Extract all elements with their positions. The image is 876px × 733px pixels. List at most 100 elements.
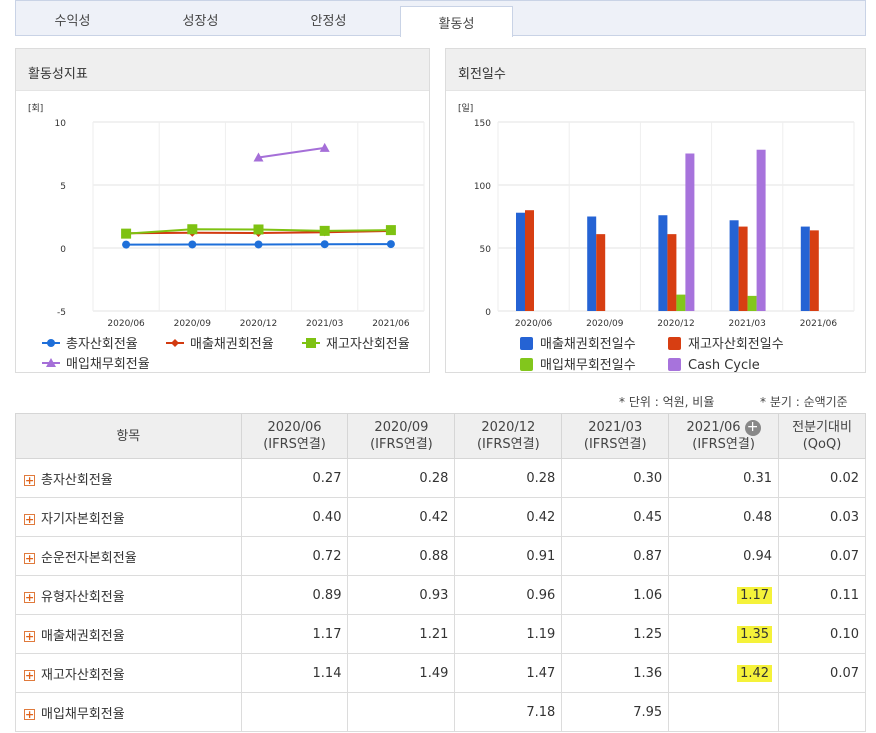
cell-value: 0.87 (561, 536, 670, 576)
cell-value: 0.40 (240, 497, 349, 537)
bar (800, 226, 810, 311)
cell-value: 1.49 (347, 653, 456, 693)
legend-marker (47, 339, 55, 347)
row-label[interactable]: + 순운전자본회전율 (15, 536, 242, 576)
bar (658, 215, 668, 311)
row-label[interactable]: + 유형자산회전율 (15, 575, 242, 615)
expand-plus-icon[interactable]: + (24, 551, 35, 565)
data-point (319, 142, 330, 152)
table-row: + 유형자산회전율 0.89 0.93 0.96 1.06 1.17 0.11 (15, 575, 866, 615)
cell-value: 0.96 (454, 575, 563, 615)
expand-plus-icon[interactable]: + (24, 512, 35, 526)
data-point (320, 240, 329, 249)
data-point (121, 228, 132, 239)
y-tick-label: 100 (474, 182, 491, 192)
legend-swatch (668, 358, 681, 371)
data-point (188, 240, 197, 249)
x-tick-label: 2020/06 (107, 319, 145, 329)
cell-value: 1.47 (454, 653, 563, 693)
legend-marker (306, 338, 316, 348)
row-label[interactable]: + 자기자본회전율 (15, 497, 242, 537)
y-unit-label: [일] (458, 103, 473, 114)
y-tick-label: 10 (55, 119, 67, 129)
tab-activity[interactable]: 활동성 (400, 6, 513, 37)
tab-growth[interactable]: 성장성 (182, 13, 219, 29)
legend-label: 총자산회전율 (66, 337, 138, 352)
legend-marker (46, 358, 56, 367)
cell-qoq: 0.11 (778, 575, 866, 615)
x-tick-label: 2021/03 (306, 319, 343, 329)
header-period: 2020/06 (IFRS연결) (240, 413, 349, 459)
header-item: 항목 (15, 413, 242, 459)
bar (685, 153, 695, 311)
bar (747, 295, 757, 311)
cell-value: 1.42 (668, 653, 780, 693)
row-label[interactable]: + 총자산회전율 (15, 458, 242, 498)
turnover-days-panel: 회전일수 [일] 150 100 50 0 2020/06 2020/09 2020/12 20… (445, 48, 866, 373)
tab-stability[interactable]: 안정성 (310, 13, 347, 29)
cell-value: 1.14 (240, 653, 349, 693)
activity-panel-title: 활동성지표 (16, 49, 429, 91)
bar (809, 230, 819, 311)
row-label[interactable]: + 매출채권회전율 (15, 614, 242, 654)
x-tick-label: 2021/03 (729, 319, 766, 329)
bar (525, 210, 534, 311)
cell-value: 1.17 (240, 614, 349, 654)
cell-value (240, 692, 349, 732)
cell-value: 1.36 (561, 653, 670, 693)
expand-plus-icon[interactable]: + (24, 473, 35, 487)
x-tick-label: 2020/09 (174, 319, 212, 329)
expand-plus-icon[interactable]: + (24, 629, 35, 643)
legend-label: 매입채무회전일수 (540, 358, 636, 372)
bar (738, 226, 748, 311)
cell-value: 1.17 (668, 575, 780, 615)
bar (596, 234, 606, 311)
tab-bar: 수익성 성장성 안정성 활동성 (15, 0, 866, 37)
legend-swatch (668, 337, 681, 350)
x-tick-label: 2020/12 (240, 319, 277, 329)
activity-table: 항목 2020/06 (IFRS연결) 2020/09 (IFRS연결) 2020/… (15, 413, 866, 732)
cell-value: 0.27 (240, 458, 349, 498)
turnover-panel-title: 회전일수 (446, 49, 865, 91)
cell-value: 0.42 (454, 497, 563, 537)
series-line (258, 146, 325, 159)
cell-value: 1.35 (668, 614, 780, 654)
cell-value: 0.30 (561, 458, 670, 498)
cell-value: 0.91 (454, 536, 563, 576)
expand-plus-icon[interactable]: + (24, 707, 35, 721)
cell-value: 0.28 (347, 458, 456, 498)
legend-label: 매출채권회전일수 (540, 337, 636, 352)
y-tick-label: 50 (480, 245, 492, 255)
legend-marker (171, 339, 179, 347)
cell-value: 0.72 (240, 536, 349, 576)
data-point (122, 240, 131, 249)
cell-value: 0.88 (347, 536, 456, 576)
row-label[interactable]: + 매입채무회전율 (15, 692, 242, 732)
header-period: 2021/03 (IFRS연결) (561, 413, 670, 459)
expand-plus-icon[interactable]: + (24, 668, 35, 682)
legend-label: 매입채무회전율 (66, 357, 150, 372)
add-column-icon[interactable]: + (744, 419, 761, 436)
unit-note: * 단위 : 억원, 비율 (619, 395, 715, 409)
tab-profitability[interactable]: 수익성 (54, 13, 91, 29)
row-label[interactable]: + 재고자산회전율 (15, 653, 242, 693)
bar (729, 220, 739, 311)
bar (676, 294, 686, 311)
legend-label: 재고자산회전율 (326, 337, 410, 352)
bar (587, 216, 597, 311)
bar (756, 149, 766, 311)
table-row: + 순운전자본회전율 0.72 0.88 0.91 0.87 0.94 0.07 (15, 536, 866, 576)
cell-value: 0.42 (347, 497, 456, 537)
legend-swatch (520, 337, 533, 350)
data-point (253, 152, 264, 162)
x-tick-label: 2020/06 (515, 319, 553, 329)
legend-swatch (520, 358, 533, 371)
y-unit-label: [회] (28, 103, 43, 114)
expand-plus-icon[interactable]: + (24, 590, 35, 604)
cell-value: 1.19 (454, 614, 563, 654)
x-tick-label: 2021/06 (372, 319, 410, 329)
x-tick-label: 2020/12 (657, 319, 694, 329)
data-point (319, 225, 330, 236)
cell-qoq: 0.07 (778, 653, 866, 693)
cell-value (347, 692, 456, 732)
